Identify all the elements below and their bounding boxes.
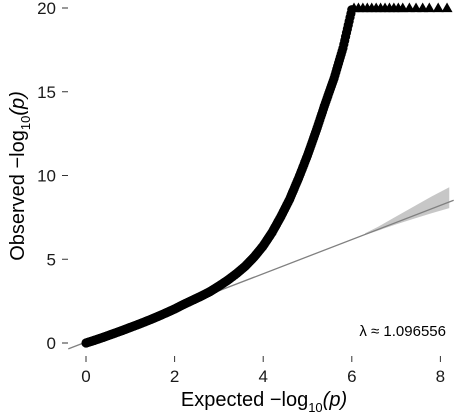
- x-tick-label: 0: [81, 367, 90, 386]
- capped-point-triangle: [423, 2, 435, 13]
- x-tick-label: 2: [170, 367, 179, 386]
- confidence-band-layer: [365, 187, 450, 235]
- x-axis-title: Expected −log10(p): [181, 389, 347, 415]
- confidence-band: [365, 187, 450, 235]
- y-tick-label: 0: [47, 334, 56, 353]
- axes: 0 2 4 6 8 0 5 10 15 20: [37, 0, 445, 386]
- lambda-annotation: λ ≈ 1.096556: [359, 323, 446, 340]
- x-tick-label: 8: [436, 367, 445, 386]
- x-tick-label: 4: [258, 367, 267, 386]
- capped-point-triangle: [441, 2, 453, 13]
- y-tick-label: 5: [47, 250, 56, 269]
- y-axis-title: Observed −log10(p): [7, 91, 33, 261]
- y-tick-label: 20: [37, 0, 56, 18]
- y-tick-label: 15: [37, 83, 56, 102]
- x-tick-label: 6: [347, 367, 356, 386]
- capped-point-triangle: [432, 2, 444, 13]
- data-points-layer: [81, 2, 453, 348]
- y-tick-label: 10: [37, 167, 56, 186]
